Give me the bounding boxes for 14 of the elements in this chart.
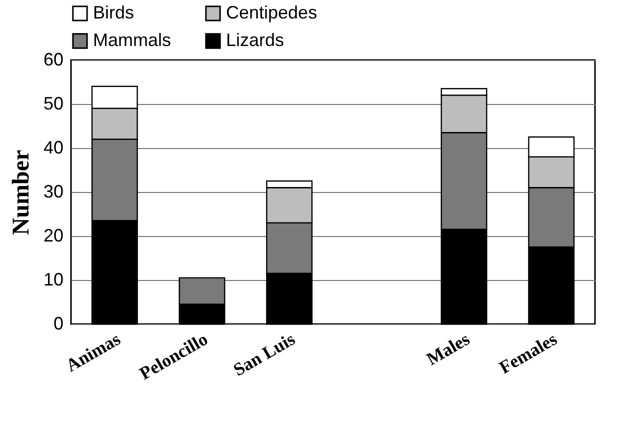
- y-tick-label: 0: [53, 314, 64, 334]
- y-tick-label: 60: [43, 50, 64, 70]
- y-tick-label: 30: [43, 182, 64, 202]
- legend-label: Centipedes: [226, 2, 318, 22]
- y-tick-label: 50: [43, 94, 64, 114]
- y-axis-title: Number: [8, 149, 34, 236]
- y-tick-label: 20: [43, 226, 64, 246]
- x-tick-label: Males: [423, 328, 473, 370]
- y-tick-label: 10: [43, 270, 64, 290]
- x-tick-label: San Luis: [230, 328, 298, 380]
- legend-label: Lizards: [226, 30, 284, 50]
- y-tick-label: 40: [43, 138, 64, 158]
- legend-label: Mammals: [93, 30, 172, 50]
- legend-label: Birds: [93, 2, 134, 22]
